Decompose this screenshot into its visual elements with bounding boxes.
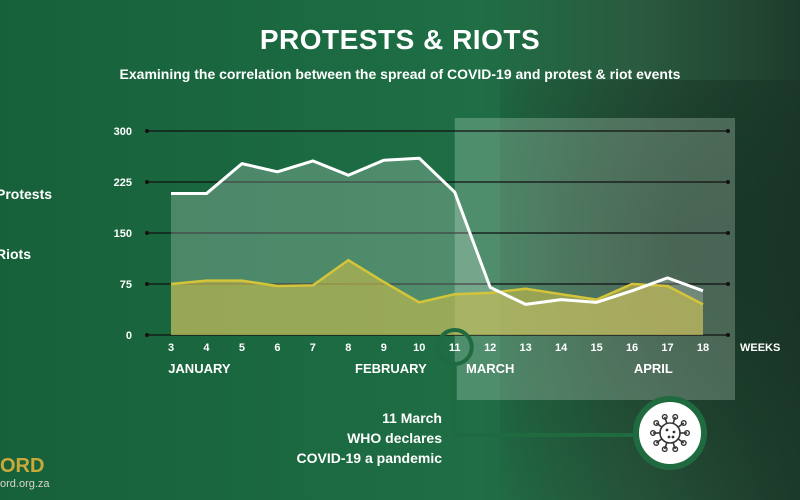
gridline-start-dot	[145, 333, 149, 337]
page-title: PROTESTS & RIOTS	[259, 24, 541, 55]
virus-icon-dot	[672, 430, 676, 434]
highlight-panel	[454, 118, 735, 400]
x-axis-label: WEEKS	[740, 342, 780, 354]
virus-icon-spike-tip	[684, 430, 691, 437]
gridline-start-dot	[145, 282, 149, 286]
gridline-end-dot	[726, 282, 730, 286]
riots-line	[170, 258, 704, 306]
x-tick-label: 7	[310, 342, 316, 354]
virus-icon-spike-tip	[653, 420, 660, 427]
annotation-connector	[452, 364, 636, 437]
virus-icon-spike-tip	[680, 420, 687, 427]
virus-icon	[633, 396, 707, 470]
virus-icon-spike	[663, 416, 668, 424]
brand-logo: ORD	[0, 455, 45, 477]
annotation-line-2: WHO declares	[347, 430, 442, 446]
x-tick-label: 14	[555, 342, 568, 354]
virus-icon-spike	[677, 438, 685, 444]
gridline-start-dot	[145, 180, 149, 184]
virus-icon-dot	[667, 435, 671, 439]
virus-icon-spike-tip	[672, 446, 679, 453]
virus-icon-spike	[672, 442, 677, 450]
x-tick-label: 18	[697, 342, 709, 354]
x-tick-label: 3	[168, 342, 174, 354]
virus-icon-spike-tip	[672, 413, 679, 420]
gridline-end-dot	[726, 231, 730, 235]
x-tick-label: 9	[381, 342, 387, 354]
virus-icon-spike	[655, 422, 663, 428]
y-tick-label: 300	[114, 126, 132, 138]
virus-icon-spike	[655, 438, 663, 444]
annotation-line-3: COVID-19 a pandemic	[296, 450, 443, 466]
gridline-end-dot	[726, 333, 730, 337]
month-label: APRIL	[634, 361, 673, 376]
month-label: FEBRUARY	[355, 361, 427, 376]
x-tick-label: 10	[413, 342, 425, 354]
virus-icon-dot	[671, 435, 675, 439]
gridline-start-dot	[145, 129, 149, 133]
x-tick-label: 12	[484, 342, 496, 354]
y-tick-label: 225	[114, 177, 132, 189]
virus-icon-dot	[665, 428, 669, 432]
x-tick-label: 4	[203, 342, 210, 354]
x-tick-label: 11	[449, 342, 461, 354]
legend-riots: Riots	[0, 246, 31, 262]
riots-area	[171, 260, 703, 335]
virus-icon-spike-tip	[680, 439, 687, 446]
protests-line	[171, 156, 704, 306]
month-label: JANUARY	[168, 361, 231, 376]
virus-icon-spike	[672, 416, 677, 424]
x-tick-label: 16	[626, 342, 638, 354]
annotation-text: 11 March WHO declares COVID-19 a pandemi…	[270, 408, 443, 468]
x-tick-label: 15	[590, 342, 602, 354]
month-label: MARCH	[466, 361, 514, 376]
week-11-marker	[435, 328, 474, 366]
annotation-line-1: 11 March	[382, 410, 442, 426]
gridline-start-dot	[145, 231, 149, 235]
gridline-end-dot	[726, 129, 730, 133]
x-tick-label: 6	[274, 342, 280, 354]
page-subtitle: Examining the correlation between the sp…	[119, 66, 681, 82]
virus-icon-spike	[663, 442, 668, 450]
virus-icon-spike-tip	[653, 439, 660, 446]
virus-icon-spike-tip	[661, 413, 668, 420]
virus-icon-spike	[677, 422, 685, 428]
virus-icon-spike-tip	[661, 446, 668, 453]
y-tick-label: 150	[114, 228, 132, 240]
x-tick-label: 8	[345, 342, 351, 354]
x-tick-label: 5	[239, 342, 245, 354]
virus-icon-spike-tip	[650, 430, 657, 437]
brand-url: ord.org.za	[0, 478, 50, 490]
legend-protests: Protests	[0, 186, 53, 202]
x-tick-label: 17	[661, 342, 673, 354]
x-tick-label: 13	[520, 342, 532, 354]
gridline-end-dot	[726, 180, 730, 184]
y-tick-label: 0	[126, 330, 132, 342]
y-tick-label: 75	[120, 279, 132, 291]
